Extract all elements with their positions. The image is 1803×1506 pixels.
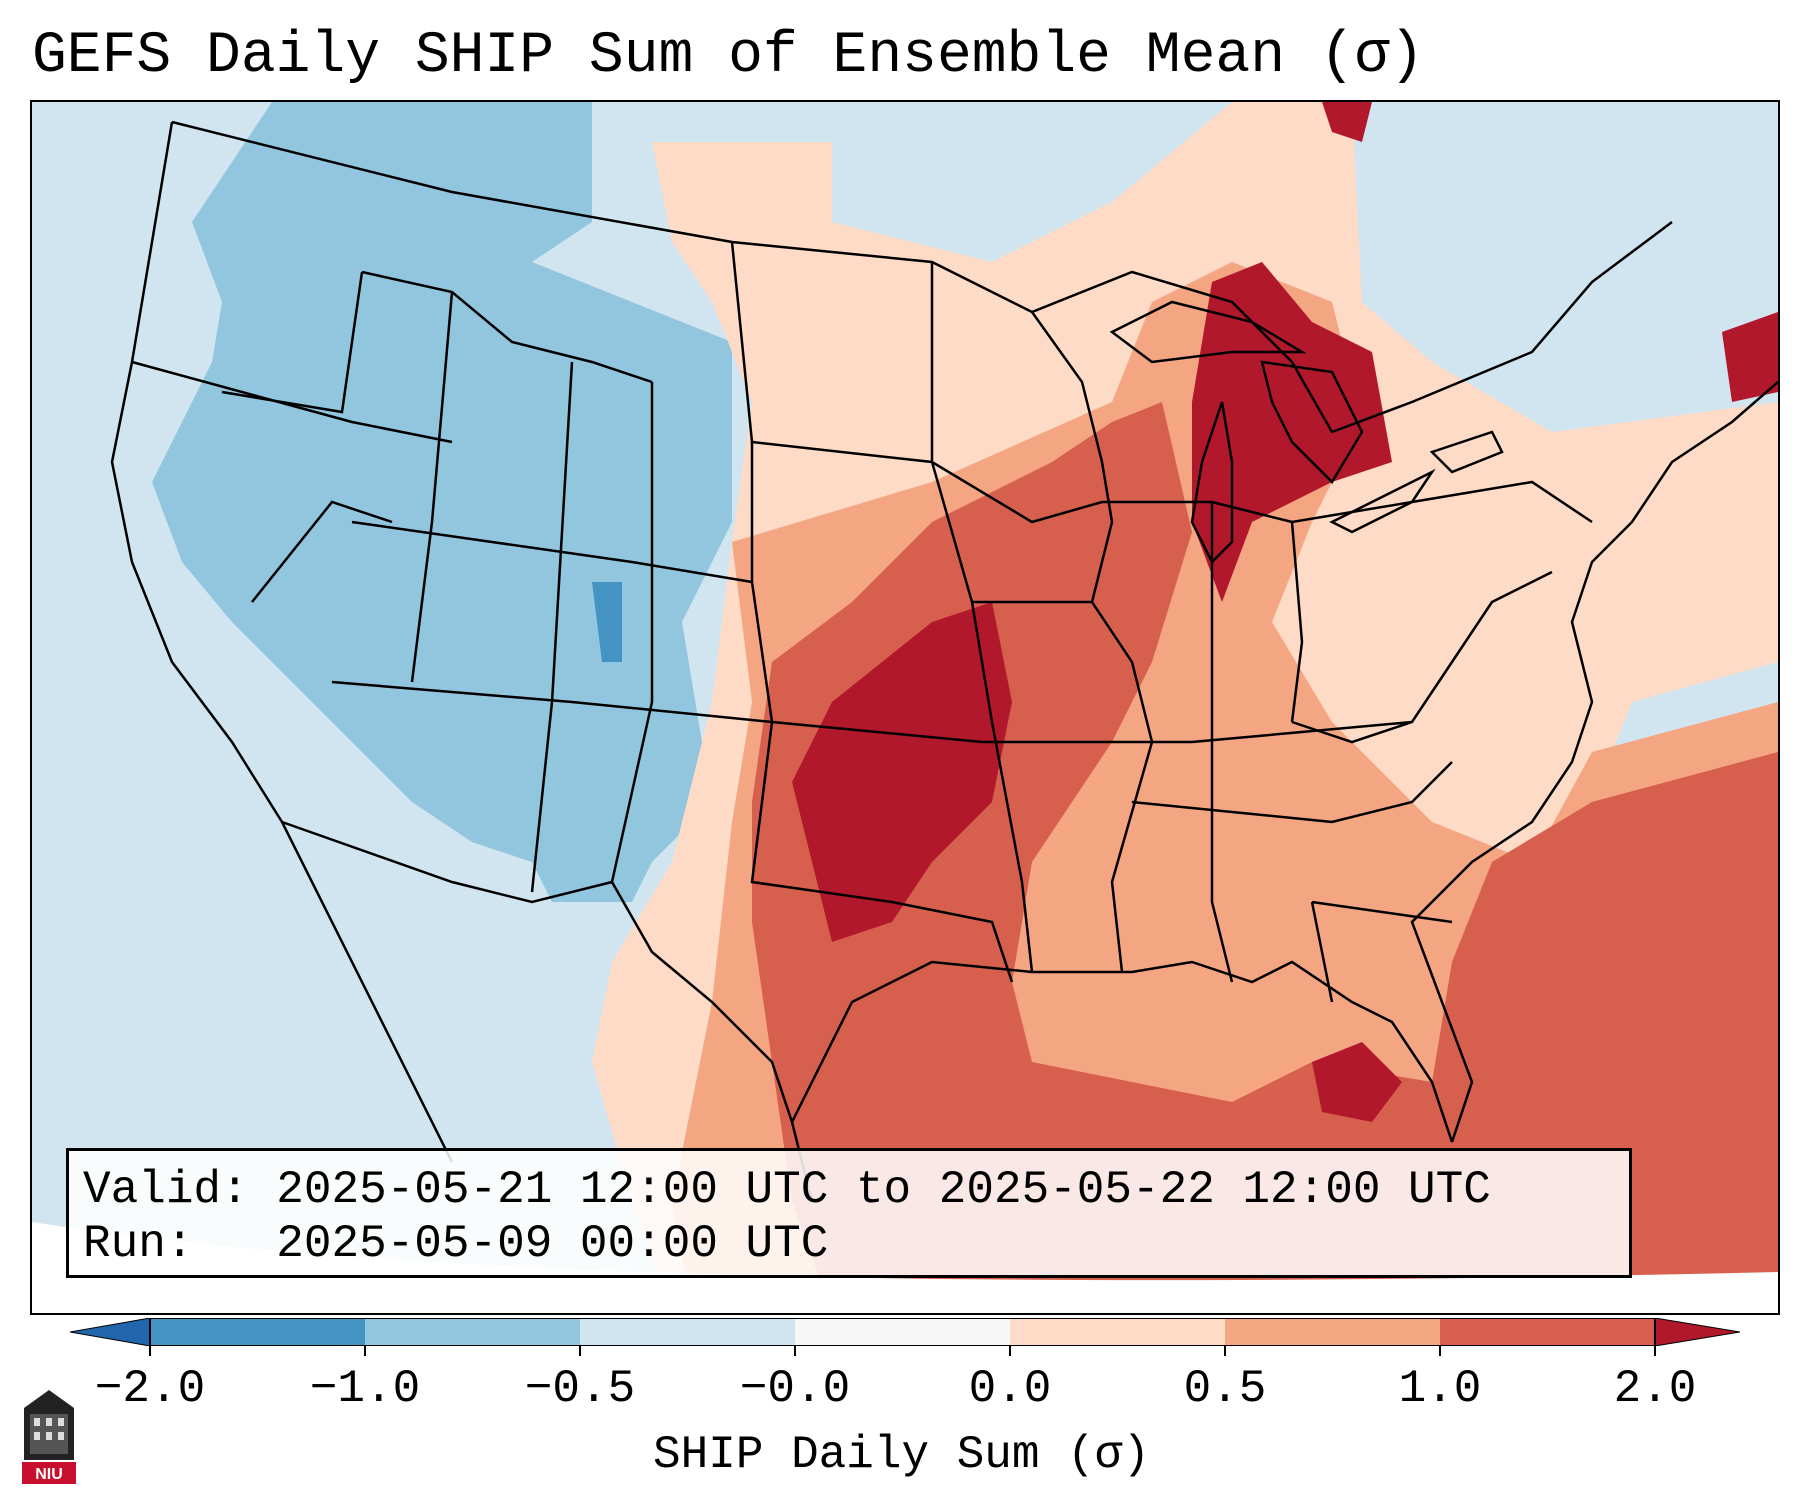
- strong-negative-patch: [592, 582, 622, 662]
- colorbar-tick-label: 2.0: [1613, 1363, 1697, 1415]
- east-coast: [1410, 381, 1778, 1143]
- extreme-positive-northeast: [1722, 312, 1778, 402]
- niu-logo-text: NIU: [35, 1466, 63, 1483]
- colorbar-tick-label: 1.0: [1398, 1363, 1482, 1415]
- extreme-positive-plains: [792, 602, 1012, 942]
- colorbar: [70, 1318, 1740, 1346]
- valid-label: Valid:: [83, 1164, 249, 1216]
- state-boundaries: [110, 120, 1778, 1203]
- extreme-positive-great-lakes: [1192, 262, 1392, 602]
- colorbar-title: SHIP Daily Sum (σ): [653, 1429, 1150, 1481]
- colorbar-bin: [1440, 1318, 1655, 1346]
- projection-edge: [32, 1222, 1778, 1313]
- colorbar-tick: [149, 1346, 151, 1356]
- niu-logo: NIU: [22, 1390, 76, 1484]
- extreme-positive-north: [1322, 102, 1372, 142]
- colorbar-bin: [580, 1318, 795, 1346]
- lake-erie: [1329, 468, 1436, 534]
- colorbar-tick-label: −2.0: [94, 1363, 206, 1415]
- gulf-coast: [790, 960, 1454, 1143]
- extreme-positive-gulf: [1312, 1042, 1402, 1122]
- colorbar-tick-label: −1.0: [309, 1363, 421, 1415]
- lake-superior: [1109, 300, 1307, 364]
- map-panel: [30, 100, 1780, 1315]
- colorbar-tick: [794, 1346, 796, 1356]
- map-title: GEFS Daily SHIP Sum of Ensemble Mean (σ): [32, 24, 1425, 89]
- colorbar-tick-label: −0.5: [524, 1363, 636, 1415]
- west-coast: [110, 121, 454, 1163]
- colorbar-tick: [1224, 1346, 1226, 1356]
- colorbar-tick: [579, 1346, 581, 1356]
- colorbar-bin: [365, 1318, 580, 1346]
- colorbar-tick: [1654, 1346, 1656, 1356]
- colorbar-tick-label: 0.0: [968, 1363, 1052, 1415]
- colorbar-tick-label: −0.0: [739, 1363, 851, 1415]
- colorbar-tick-label: 0.5: [1183, 1363, 1267, 1415]
- colorbar-bin: [150, 1318, 365, 1346]
- strong-positive-region: [752, 402, 1778, 1313]
- great-lakes: [1109, 300, 1504, 565]
- lake-michigan: [1190, 401, 1234, 565]
- colorbar-tick: [364, 1346, 366, 1356]
- colorbar-extend-high: [1654, 1318, 1740, 1346]
- mexico-border: [281, 820, 814, 1203]
- colorbar-bin: [1010, 1318, 1225, 1346]
- anomaly-field: [32, 102, 1778, 1313]
- colorbar-bin: [1225, 1318, 1440, 1346]
- lake-huron: [1260, 360, 1364, 485]
- run-label: Run:: [83, 1218, 194, 1270]
- negative-anomaly-region: [152, 102, 732, 902]
- lake-ontario: [1429, 430, 1504, 474]
- colorbar-tick: [1439, 1346, 1441, 1356]
- valid-run-box: Valid: 2025-05-21 12:00 UTC to 2025-05-2…: [66, 1148, 1632, 1278]
- run-value: 2025-05-09 00:00 UTC: [276, 1218, 829, 1270]
- colorbar-extend-low: [70, 1318, 151, 1346]
- valid-value: 2025-05-21 12:00 UTC to 2025-05-22 12:00…: [276, 1164, 1491, 1216]
- colorbar-bin: [795, 1318, 1010, 1346]
- colorbar-tick: [1009, 1346, 1011, 1356]
